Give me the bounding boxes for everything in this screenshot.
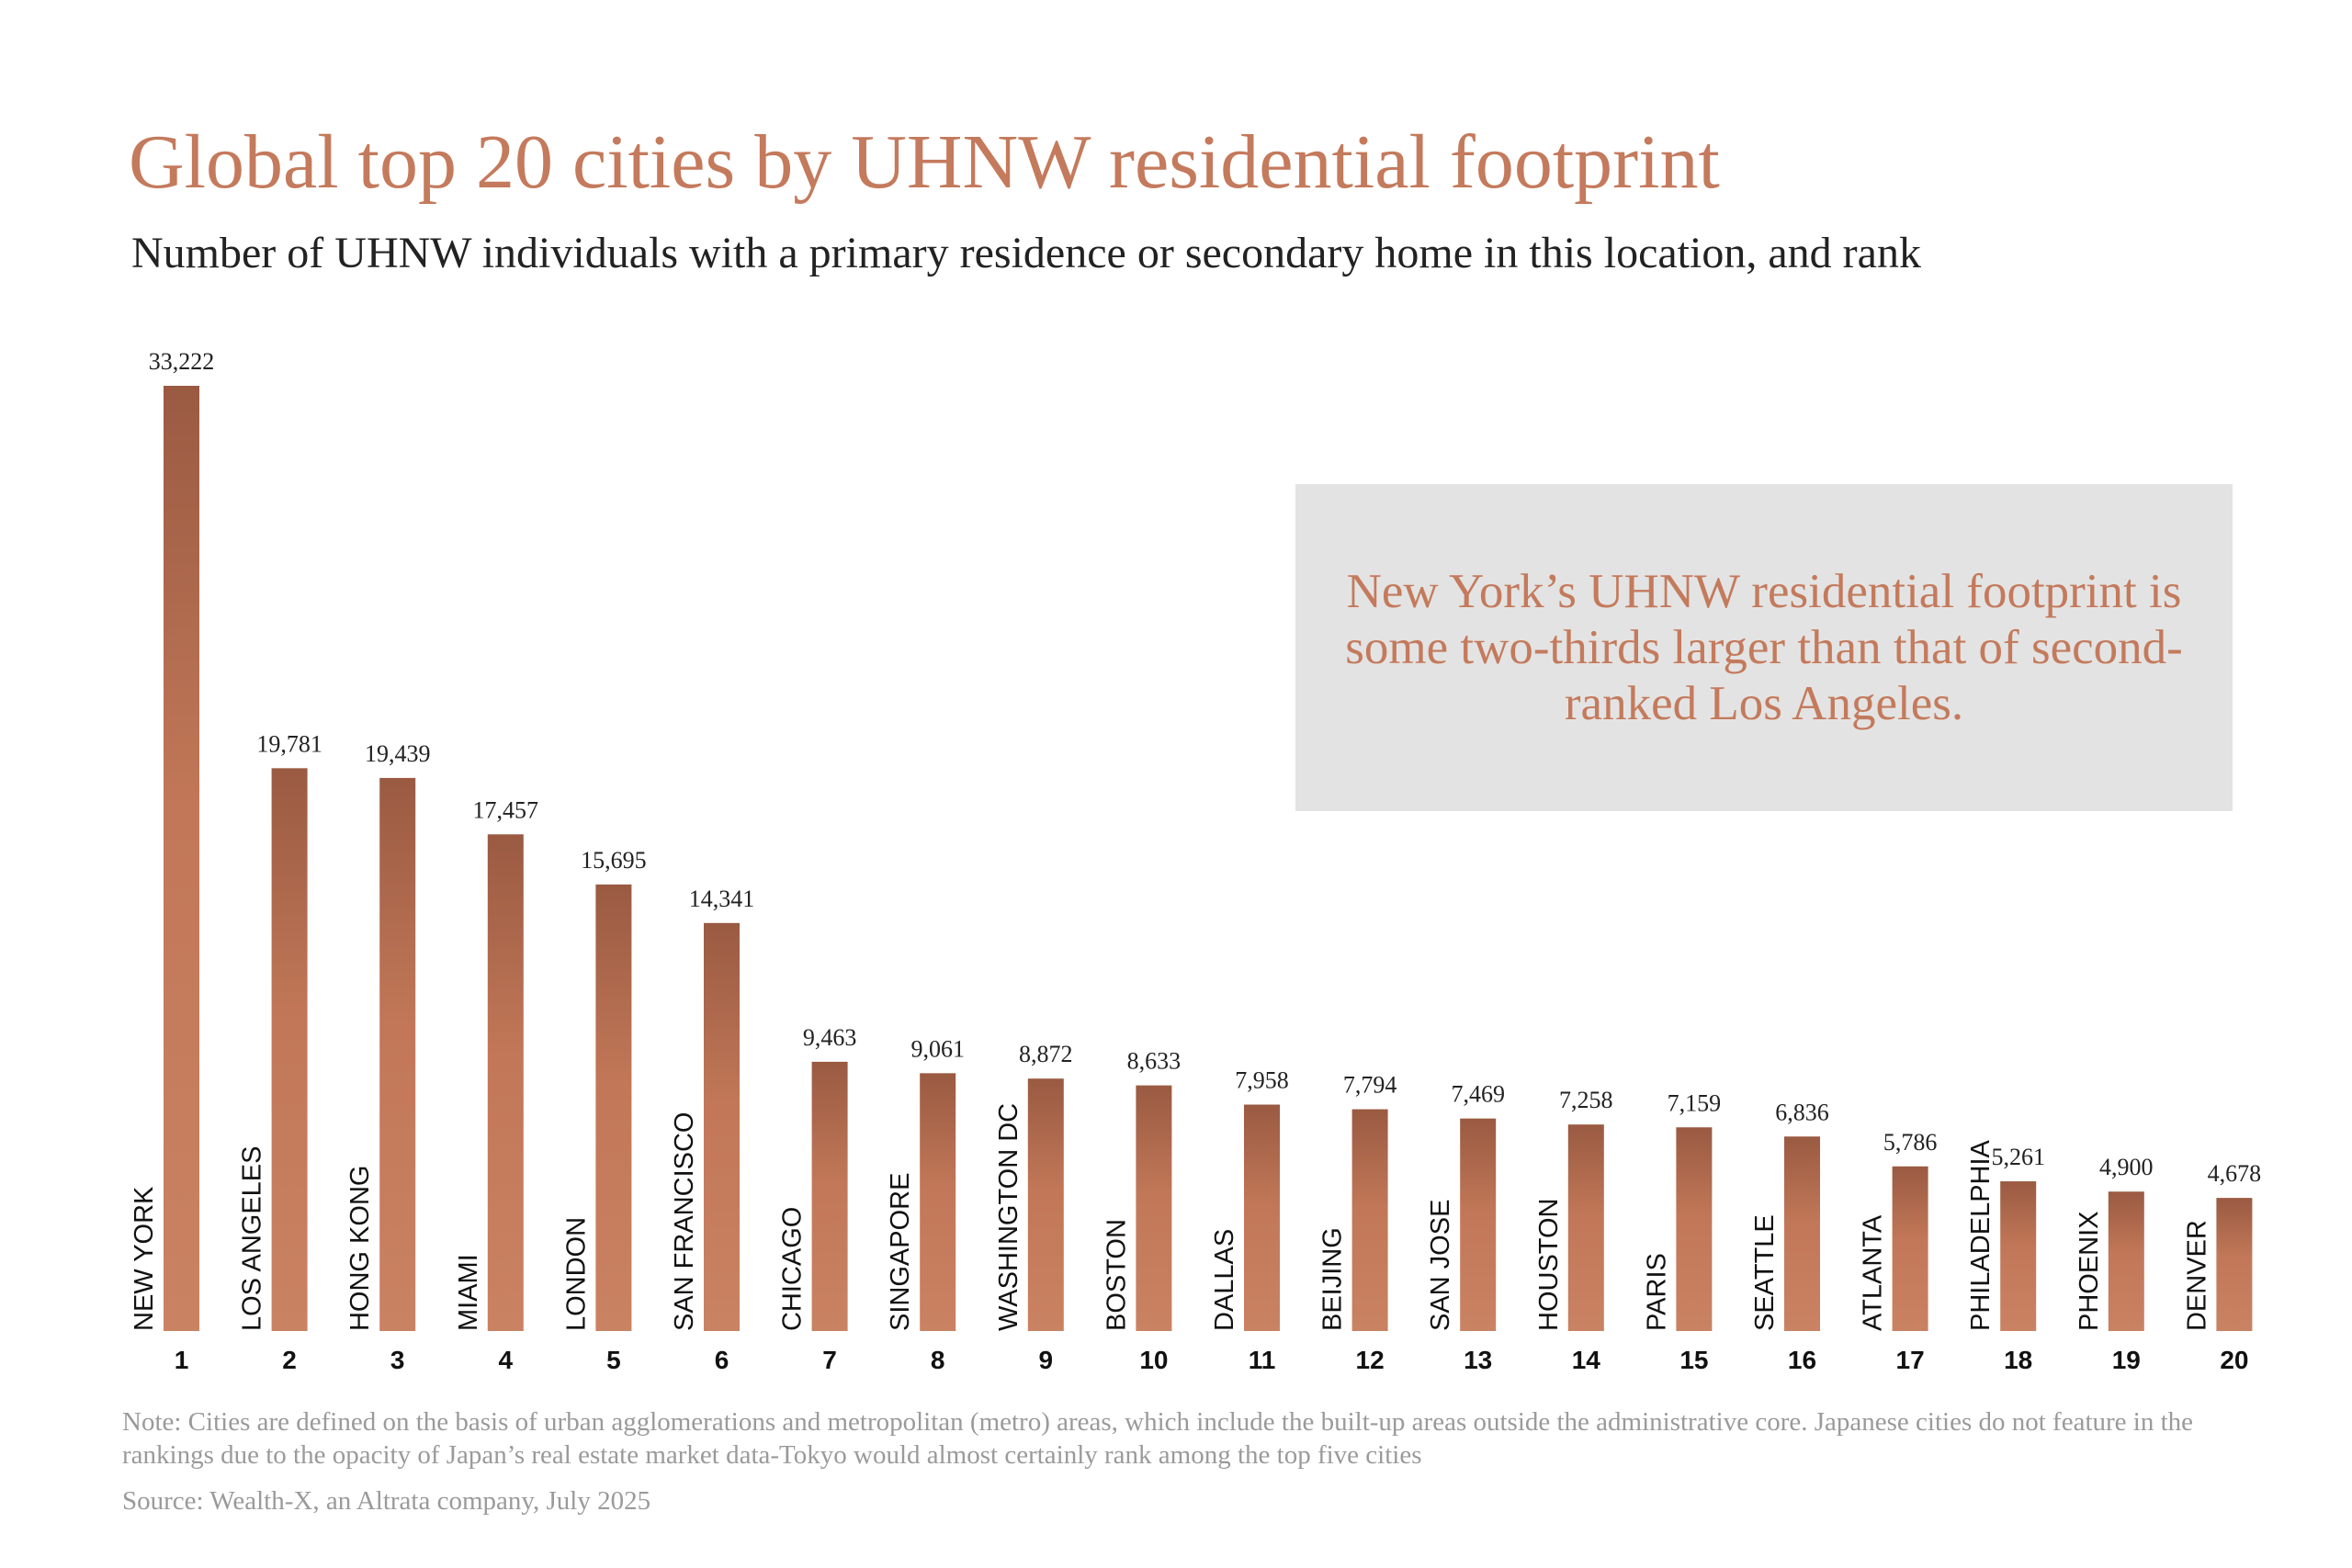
rank-label: 17 — [1896, 1346, 1925, 1374]
city-label: PHOENIX — [2075, 1211, 2104, 1331]
bar-6 — [704, 922, 740, 1331]
rank-label: 2 — [282, 1346, 297, 1374]
bar-16 — [1784, 1136, 1820, 1331]
value-label: 5,261 — [1991, 1144, 2045, 1170]
bar-20 — [2216, 1198, 2253, 1331]
city-label: LOS ANGELES — [238, 1146, 267, 1332]
value-label: 17,457 — [473, 796, 539, 823]
rank-label: 4 — [499, 1346, 514, 1374]
bar-10 — [1136, 1085, 1172, 1331]
bar-14 — [1567, 1124, 1604, 1331]
city-label: HONG KONG — [345, 1166, 375, 1331]
bar-12 — [1351, 1109, 1388, 1331]
rank-label: 11 — [1249, 1346, 1276, 1374]
city-label: SAN JOSE — [1426, 1200, 1455, 1331]
value-label: 7,159 — [1668, 1089, 1722, 1116]
value-label: 14,341 — [689, 886, 755, 912]
value-label: 9,463 — [803, 1024, 857, 1051]
rank-label: 18 — [2004, 1346, 2032, 1374]
rank-label: 16 — [1788, 1346, 1816, 1374]
value-label: 15,695 — [581, 847, 647, 874]
bar-19 — [2108, 1191, 2144, 1331]
city-label: DENVER — [2182, 1220, 2211, 1331]
city-label: PARIS — [1642, 1253, 1671, 1331]
bar-2 — [271, 768, 308, 1331]
city-label: LONDON — [561, 1217, 591, 1331]
chart-subtitle: Number of UHNW individuals with a primar… — [131, 229, 1921, 277]
callout-box: New York’s UHNW residential footprint is… — [1295, 484, 2233, 811]
rank-label: 12 — [1356, 1346, 1385, 1374]
callout-text: New York’s UHNW residential footprint is… — [1345, 564, 2183, 730]
value-label: 6,836 — [1775, 1099, 1829, 1125]
city-label: WASHINGTON DC — [994, 1103, 1023, 1331]
city-label: SAN FRANCISCO — [670, 1112, 699, 1331]
value-label: 7,794 — [1343, 1072, 1397, 1099]
rank-label: 19 — [2112, 1346, 2141, 1374]
bar-15 — [1676, 1127, 1713, 1331]
value-label: 19,781 — [256, 730, 322, 757]
rank-label: 8 — [931, 1346, 945, 1374]
bar-8 — [920, 1073, 956, 1331]
footnote: Note: Cities are defined on the basis of… — [122, 1407, 2194, 1470]
rank-label: 3 — [390, 1346, 405, 1374]
bar-1 — [164, 386, 199, 1331]
rank-label: 13 — [1464, 1346, 1492, 1374]
value-label: 7,258 — [1559, 1087, 1613, 1113]
rank-label: 10 — [1139, 1346, 1168, 1374]
value-label: 7,469 — [1451, 1081, 1505, 1108]
bar-17 — [1892, 1166, 1928, 1331]
city-label: SINGAPORE — [886, 1173, 915, 1331]
rank-label: 1 — [175, 1346, 189, 1374]
bar-4 — [487, 834, 524, 1331]
bar-18 — [2000, 1181, 2037, 1331]
rank-label: 14 — [1572, 1346, 1601, 1374]
city-label: PHILADELPHIA — [1966, 1139, 1996, 1331]
value-label: 8,872 — [1019, 1041, 1073, 1067]
source-note: Source: Wealth-X, an Altrata company, Ju… — [122, 1486, 651, 1516]
value-label: 7,958 — [1235, 1067, 1289, 1094]
bar-3 — [379, 777, 416, 1331]
value-label: 4,678 — [2208, 1160, 2262, 1187]
bar-13 — [1460, 1118, 1497, 1331]
rank-label: 9 — [1039, 1346, 1054, 1374]
bar-5 — [595, 884, 632, 1331]
city-label: BEIJING — [1318, 1227, 1348, 1331]
value-label: 19,439 — [365, 740, 431, 767]
value-label: 33,222 — [149, 348, 215, 375]
rank-label: 5 — [606, 1346, 621, 1374]
rank-label: 15 — [1679, 1346, 1708, 1374]
bar-7 — [811, 1061, 848, 1331]
value-label: 9,061 — [910, 1035, 965, 1062]
bar-9 — [1027, 1078, 1064, 1331]
chart-title: Global top 20 cities by UHNW residential… — [129, 119, 1720, 205]
rank-label: 20 — [2220, 1346, 2248, 1374]
city-label: CHICAGO — [778, 1207, 808, 1331]
rank-label: 7 — [822, 1346, 837, 1374]
value-label: 4,900 — [2099, 1154, 2154, 1180]
city-label: BOSTON — [1102, 1219, 1131, 1331]
rank-label: 6 — [715, 1346, 729, 1374]
city-label: NEW YORK — [130, 1186, 159, 1331]
value-label: 5,786 — [1883, 1129, 1938, 1156]
bar-11 — [1244, 1104, 1280, 1331]
city-label: SEATTLE — [1750, 1214, 1780, 1331]
city-label: DALLAS — [1210, 1229, 1239, 1331]
city-label: ATLANTA — [1859, 1214, 1888, 1331]
city-label: MIAMI — [454, 1254, 483, 1331]
value-label: 8,633 — [1127, 1048, 1182, 1075]
city-label: HOUSTON — [1534, 1199, 1564, 1331]
